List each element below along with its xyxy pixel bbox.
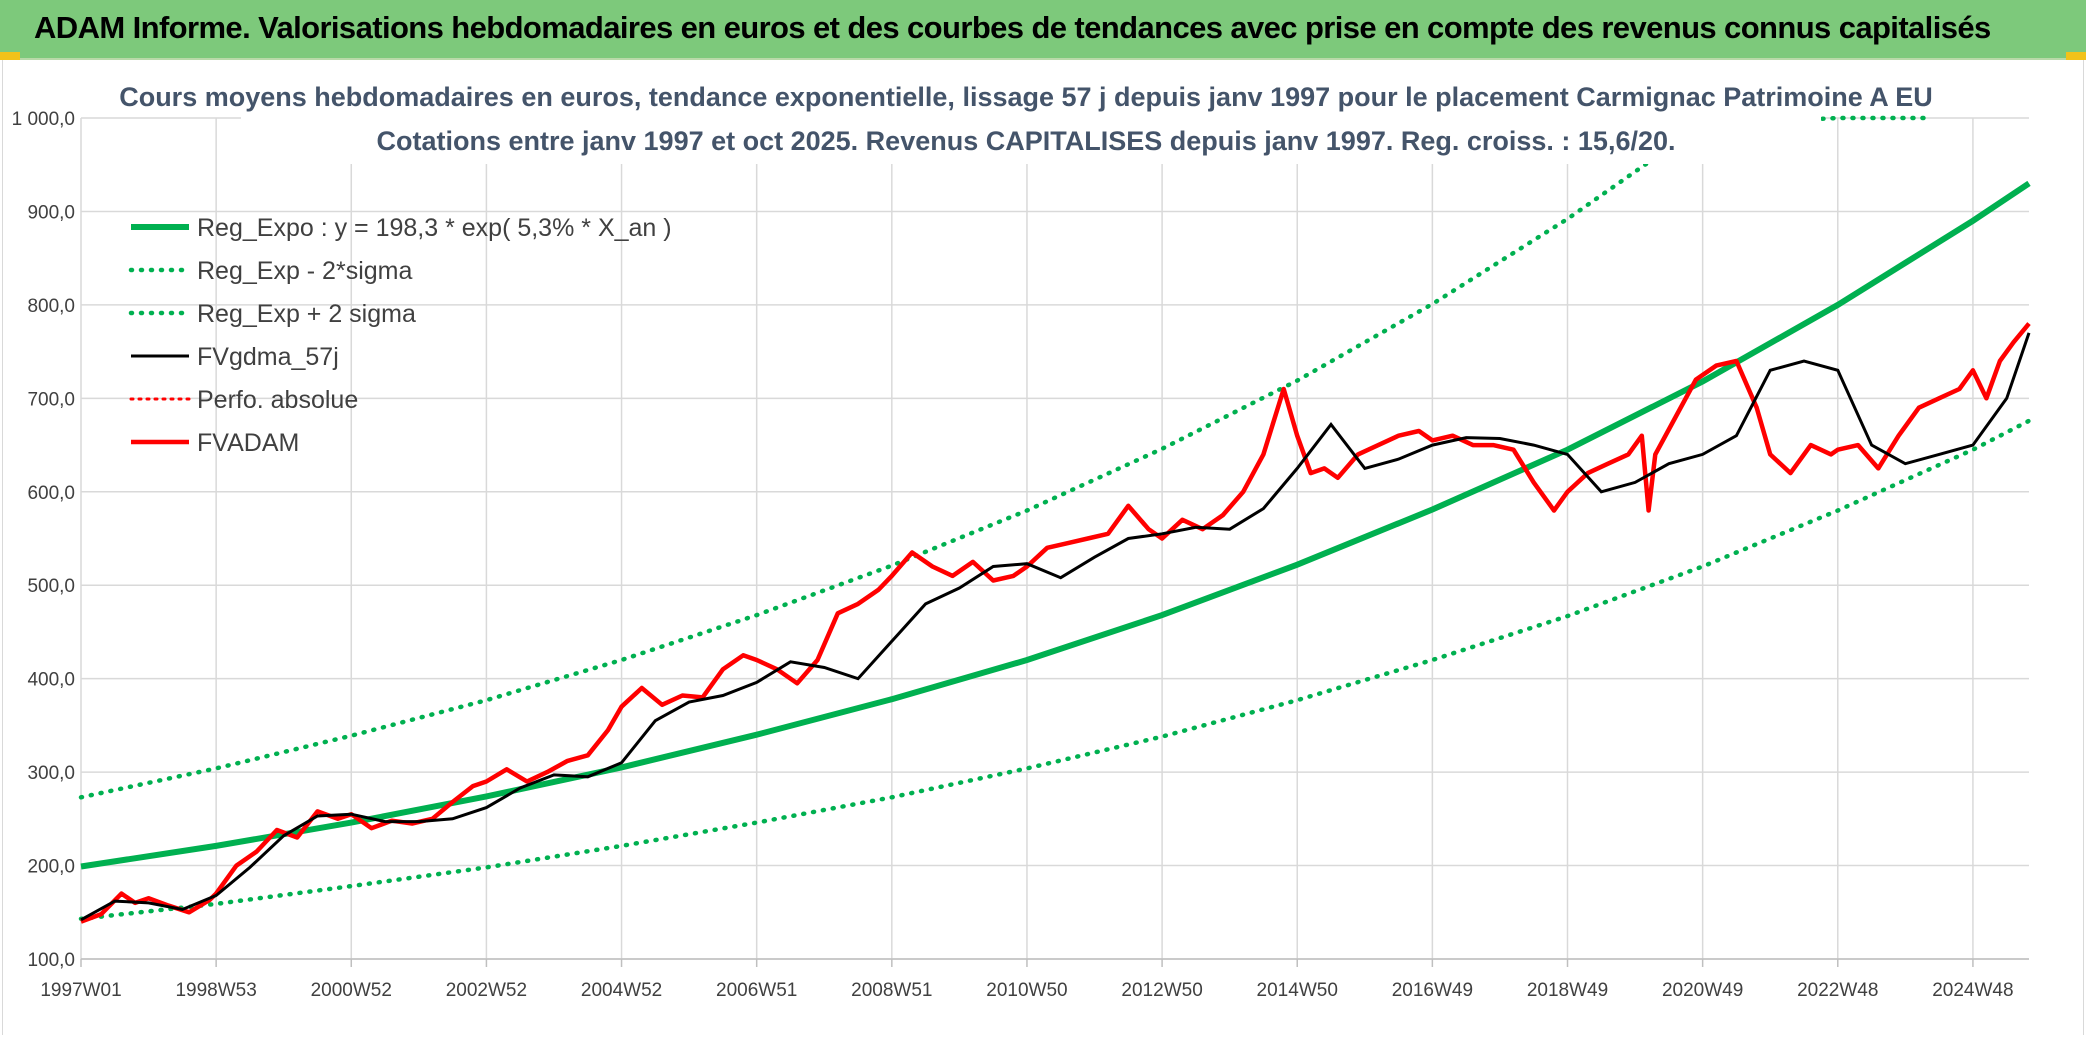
series-line-1 (78, 418, 2032, 922)
x-tick-label: 2006W51 (716, 980, 797, 1001)
series-line-3 (80, 332, 2031, 922)
grid-lines (80, 117, 2029, 967)
series-line-5 (80, 322, 2031, 924)
chart-title-backdrop (241, 66, 1821, 164)
page-title: ADAM Informe. Valorisations hebdomadaire… (34, 10, 1991, 45)
title-banner: ADAM Informe. Valorisations hebdomadaire… (0, 0, 2086, 60)
x-tick-label: 2002W52 (446, 980, 527, 1001)
y-tick-label: 100,0 (27, 950, 75, 971)
y-tick-label: 500,0 (27, 576, 75, 597)
x-tick-label: 2022W48 (1797, 980, 1878, 1001)
legend-label: Reg_Expo : y = 198,3 * exp( 5,3% * X_an … (197, 214, 672, 242)
chart-title-line2: Cotations entre janv 1997 et oct 2025. R… (376, 126, 1675, 156)
series-lines (78, 115, 2032, 924)
y-tick-label: 600,0 (27, 483, 75, 504)
legend-label: FVADAM (197, 429, 299, 457)
y-tick-label: 900,0 (27, 202, 75, 223)
x-tick-label: 2004W52 (581, 980, 662, 1001)
chart-area: 100,0 200,0 300,0 400,0 500,0 600,0 700,0 800,0… (2, 60, 2084, 1035)
y-tick-label: 400,0 (27, 670, 75, 691)
y-tick-label: 700,0 (27, 389, 75, 410)
y-axis-labels: 100,0 200,0 300,0 400,0 500,0 600,0 700,0 800,0… (12, 109, 75, 971)
legend-label: FVgdma_57j (197, 343, 339, 371)
y-tick-label: 300,0 (27, 763, 75, 784)
x-tick-label: 2012W50 (1121, 980, 1202, 1001)
x-tick-label: 2018W49 (1527, 980, 1608, 1001)
series-line-0 (80, 180, 2031, 870)
x-tick-label: 2020W49 (1662, 980, 1743, 1001)
x-tick-label: 2016W49 (1392, 980, 1473, 1001)
legend-label: Perfo. absolue (197, 386, 358, 414)
legend-label: Reg_Exp + 2 sigma (197, 300, 416, 328)
corner-marker-left (0, 52, 20, 60)
x-axis-labels: 1997W01 1998W53 2000W52 2002W52 2004W52 2006W… (40, 980, 2013, 1001)
x-tick-label: 1997W01 (40, 980, 121, 1001)
chart-titles: Cours moyens hebdomadaires en euros, ten… (119, 66, 1933, 164)
corner-marker-right (2066, 52, 2086, 60)
y-tick-label: 1 000,0 (12, 109, 75, 130)
x-tick-label: 1998W53 (175, 980, 256, 1001)
x-tick-label: 2000W52 (311, 980, 392, 1001)
series-line-2 (78, 115, 1928, 800)
legend-label: Reg_Exp - 2*sigma (197, 257, 412, 285)
x-tick-label: 2014W50 (1257, 980, 1338, 1001)
y-tick-label: 200,0 (27, 857, 75, 878)
x-tick-label: 2010W50 (986, 980, 1067, 1001)
legend: Reg_Expo : y = 198,3 * exp( 5,3% * X_an … (128, 214, 672, 457)
x-tick-label: 2008W51 (851, 980, 932, 1001)
y-tick-label: 800,0 (27, 296, 75, 317)
trend-chart: 100,0 200,0 300,0 400,0 500,0 600,0 700,0 800,0… (12, 66, 2032, 1001)
chart-title-line1: Cours moyens hebdomadaires en euros, ten… (119, 82, 1933, 112)
x-tick-label: 2024W48 (1932, 980, 2013, 1001)
